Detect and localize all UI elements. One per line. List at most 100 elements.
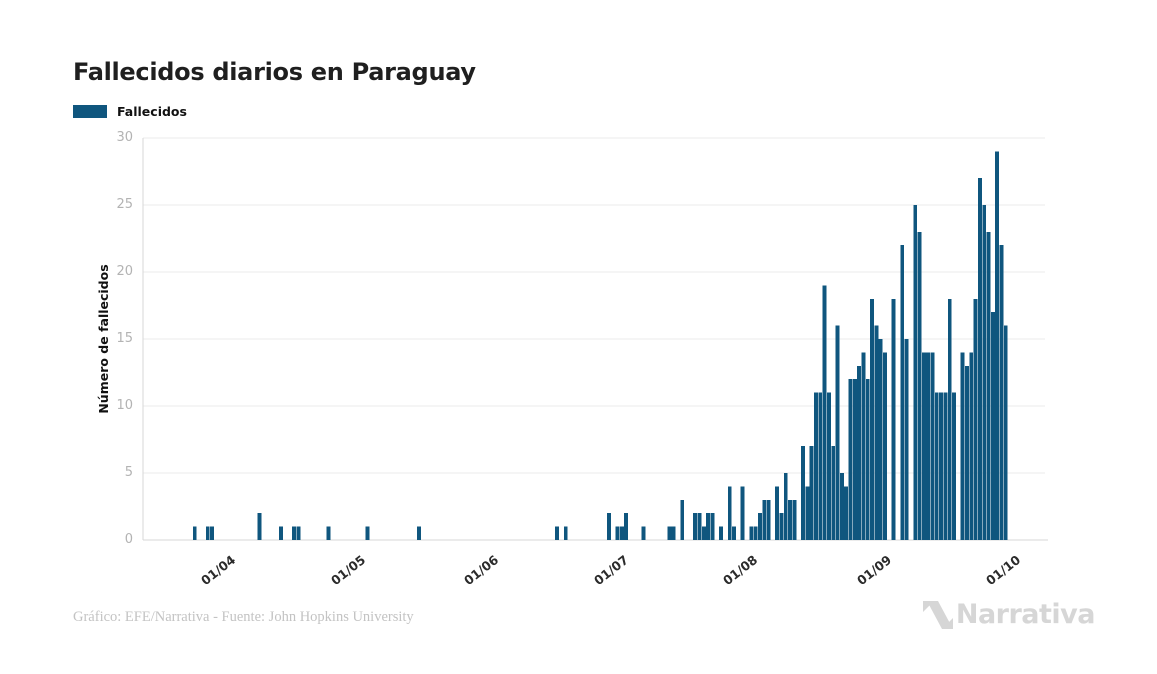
bar[interactable] bbox=[986, 231, 991, 541]
bar[interactable] bbox=[792, 499, 797, 540]
legend: Fallecidos bbox=[73, 104, 187, 119]
chart-title: Fallecidos diarios en Paraguay bbox=[73, 58, 476, 87]
bar[interactable] bbox=[775, 486, 780, 540]
bar[interactable] bbox=[878, 339, 883, 540]
bar[interactable] bbox=[365, 526, 370, 540]
bar[interactable] bbox=[999, 245, 1004, 540]
bar[interactable] bbox=[788, 499, 793, 540]
bar[interactable] bbox=[917, 231, 922, 541]
bar[interactable] bbox=[913, 205, 918, 540]
bar[interactable] bbox=[192, 526, 197, 540]
bar[interactable] bbox=[326, 526, 331, 540]
bar[interactable] bbox=[783, 473, 788, 540]
bar[interactable] bbox=[205, 526, 210, 540]
bar[interactable] bbox=[857, 365, 862, 540]
legend-label: Fallecidos bbox=[117, 104, 187, 119]
bar[interactable] bbox=[292, 526, 296, 540]
bar[interactable] bbox=[563, 526, 568, 540]
bar[interactable] bbox=[719, 526, 724, 540]
bar[interactable] bbox=[727, 486, 732, 540]
y-tick-label: 15 bbox=[116, 331, 133, 346]
bar[interactable] bbox=[990, 312, 995, 540]
bar[interactable] bbox=[861, 352, 866, 540]
bar[interactable] bbox=[641, 526, 646, 540]
bar[interactable] bbox=[671, 526, 676, 540]
bar[interactable] bbox=[615, 526, 620, 540]
bar[interactable] bbox=[973, 298, 978, 540]
bar[interactable] bbox=[555, 526, 560, 540]
bar[interactable] bbox=[848, 379, 853, 540]
narrativa-logo-icon bbox=[922, 600, 953, 629]
y-tick-label: 10 bbox=[116, 398, 133, 413]
bar[interactable] bbox=[965, 365, 969, 540]
y-tick-label: 30 bbox=[116, 130, 133, 145]
bar[interactable] bbox=[680, 499, 685, 540]
bar[interactable] bbox=[826, 392, 831, 540]
bar[interactable] bbox=[934, 392, 939, 540]
bar[interactable] bbox=[801, 446, 805, 540]
y-tick-label: 5 bbox=[124, 465, 133, 480]
bar[interactable] bbox=[943, 392, 948, 540]
bar[interactable] bbox=[766, 499, 771, 540]
bar[interactable] bbox=[740, 486, 745, 540]
bar[interactable] bbox=[904, 339, 909, 540]
bar[interactable] bbox=[279, 526, 283, 540]
bar[interactable] bbox=[977, 178, 982, 540]
bar[interactable] bbox=[779, 513, 784, 540]
legend-swatch-icon bbox=[73, 105, 107, 118]
bar[interactable] bbox=[606, 513, 611, 540]
bar[interactable] bbox=[982, 205, 987, 540]
bar[interactable] bbox=[870, 298, 875, 540]
bar[interactable] bbox=[926, 352, 931, 540]
bar[interactable] bbox=[417, 526, 422, 540]
bar[interactable] bbox=[257, 513, 262, 540]
bar[interactable] bbox=[210, 526, 214, 540]
bar[interactable] bbox=[939, 392, 944, 540]
bar[interactable] bbox=[822, 285, 827, 540]
bar[interactable] bbox=[839, 473, 844, 540]
bar[interactable] bbox=[762, 499, 767, 540]
bar[interactable] bbox=[969, 352, 974, 540]
bar[interactable] bbox=[624, 513, 629, 540]
bar[interactable] bbox=[883, 352, 887, 540]
bar[interactable] bbox=[697, 513, 702, 540]
bar[interactable] bbox=[732, 526, 736, 540]
narrativa-brand: Narrativa bbox=[922, 599, 1096, 630]
bar[interactable] bbox=[667, 526, 672, 540]
y-tick-label: 0 bbox=[124, 532, 133, 547]
bar[interactable] bbox=[874, 325, 879, 540]
bar[interactable] bbox=[706, 513, 711, 540]
y-tick-label: 25 bbox=[116, 197, 133, 212]
brand-text: Narrativa bbox=[955, 599, 1096, 630]
bar[interactable] bbox=[805, 486, 810, 540]
source-credit: Gráfico: EFE/Narrativa - Fuente: John Ho… bbox=[73, 609, 414, 625]
bar[interactable] bbox=[891, 298, 896, 540]
bar[interactable] bbox=[865, 379, 870, 540]
bar[interactable] bbox=[831, 446, 836, 540]
bar[interactable] bbox=[952, 392, 956, 540]
bar[interactable] bbox=[921, 352, 926, 540]
bar[interactable] bbox=[900, 245, 905, 540]
bar[interactable] bbox=[749, 526, 754, 540]
bar[interactable] bbox=[852, 379, 857, 540]
bar[interactable] bbox=[701, 526, 706, 540]
bar[interactable] bbox=[296, 526, 301, 540]
bar[interactable] bbox=[960, 352, 965, 540]
bar[interactable] bbox=[710, 513, 715, 540]
bar[interactable] bbox=[818, 392, 823, 540]
bar[interactable] bbox=[757, 513, 762, 540]
bar[interactable] bbox=[809, 446, 814, 540]
bar[interactable] bbox=[844, 486, 849, 540]
bar[interactable] bbox=[693, 513, 698, 540]
bar[interactable] bbox=[619, 526, 624, 540]
y-tick-label: 20 bbox=[116, 264, 133, 279]
bar[interactable] bbox=[930, 352, 935, 540]
bar[interactable] bbox=[995, 151, 1000, 540]
bar[interactable] bbox=[947, 298, 952, 540]
bar[interactable] bbox=[1003, 325, 1008, 540]
bar[interactable] bbox=[814, 392, 818, 540]
bar[interactable] bbox=[753, 526, 758, 540]
bar[interactable] bbox=[835, 325, 840, 540]
